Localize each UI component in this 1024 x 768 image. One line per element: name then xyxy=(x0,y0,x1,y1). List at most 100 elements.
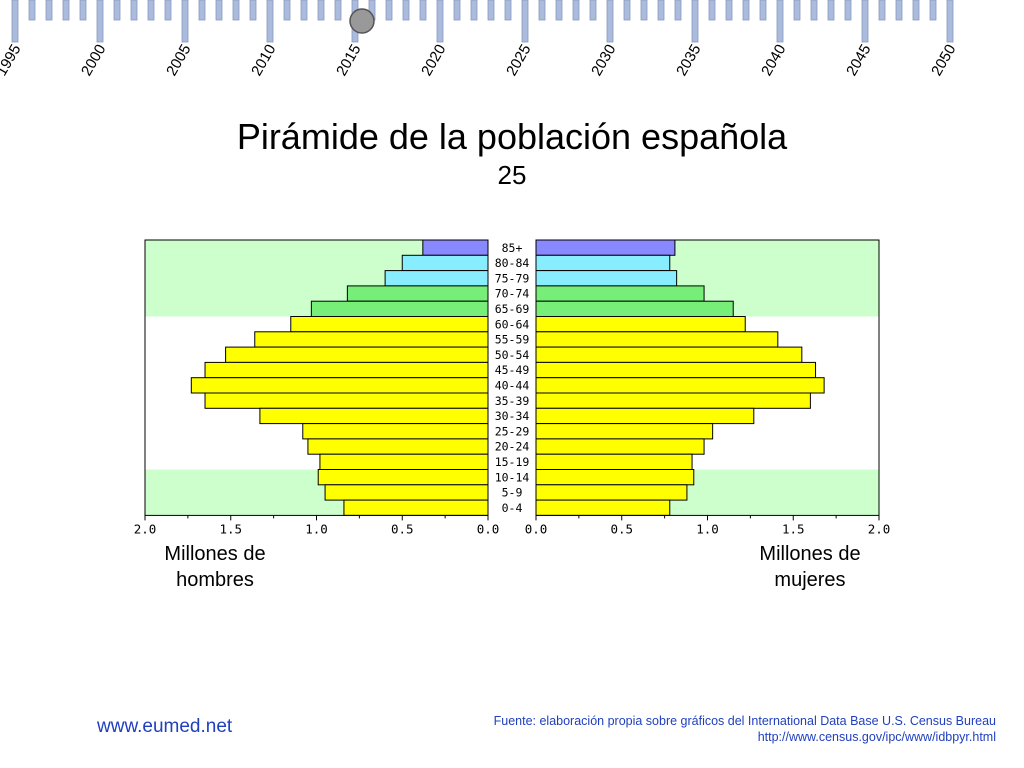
timeline-minor-tick xyxy=(674,0,682,21)
age-group-label: 30-34 xyxy=(495,409,530,423)
age-group-label: 50-54 xyxy=(495,348,530,362)
timeline-year-label[interactable]: 2025 xyxy=(503,42,534,79)
timeline-year-label[interactable]: 1995 xyxy=(0,42,24,79)
age-group-label: 70-74 xyxy=(495,287,530,301)
x-tick-label-men: 1.5 xyxy=(219,521,242,536)
timeline-minor-tick xyxy=(402,0,410,21)
bar-men-30-34 xyxy=(259,407,489,425)
timeline-year-label[interactable]: 2005 xyxy=(163,42,194,79)
timeline-minor-tick xyxy=(742,0,750,21)
timeline-minor-tick xyxy=(28,0,36,21)
bar-women-40-44 xyxy=(535,377,825,394)
bar-men-85+ xyxy=(422,239,489,256)
timeline-minor-tick xyxy=(555,0,563,21)
timeline-minor-tick xyxy=(623,0,631,21)
bar-men-75-79 xyxy=(384,270,489,287)
timeline-minor-tick xyxy=(147,0,155,21)
x-tick-label-women: 1.5 xyxy=(782,521,805,536)
bar-women-20-24 xyxy=(535,438,705,455)
x-tick-label-women: 0.0 xyxy=(525,521,548,536)
timeline-minor-tick xyxy=(708,0,716,21)
bar-women-60-64 xyxy=(535,316,746,333)
age-group-label: 85+ xyxy=(502,241,523,255)
timeline-year-label[interactable]: 2040 xyxy=(758,42,789,79)
age-group-label: 75-79 xyxy=(495,271,530,285)
timeline-minor-tick xyxy=(912,0,920,21)
source-url[interactable]: http://www.census.gov/ipc/www/idbpyr.htm… xyxy=(757,730,996,744)
age-group-label: 5-9 xyxy=(502,486,523,500)
timeline-major-tick xyxy=(181,0,189,43)
bar-women-25-29 xyxy=(535,423,714,440)
timeline-minor-tick xyxy=(164,0,172,21)
source-line-1: Fuente: elaboración propia sobre gráfico… xyxy=(493,714,996,728)
timeline-major-tick xyxy=(11,0,19,43)
source-note: Fuente: elaboración propia sobre gráfico… xyxy=(494,713,996,745)
bar-men-25-29 xyxy=(302,423,489,440)
timeline-minor-tick xyxy=(283,0,291,21)
timeline-year-label[interactable]: 2045 xyxy=(843,42,874,79)
bar-women-70-74 xyxy=(535,285,705,302)
timeline-minor-tick xyxy=(249,0,257,21)
x-tick-label-men: 0.5 xyxy=(391,521,414,536)
timeline-year-label[interactable]: 2050 xyxy=(928,42,959,79)
bar-women-55-59 xyxy=(535,331,779,348)
bar-women-50-54 xyxy=(535,346,803,363)
timeline-year-label[interactable]: 2010 xyxy=(248,42,279,79)
age-group-label: 25-29 xyxy=(495,424,530,438)
age-group-label: 0-4 xyxy=(502,501,523,515)
timeline-year-label[interactable]: 2020 xyxy=(418,42,449,79)
bar-women-5-9 xyxy=(535,484,688,501)
timeline-year-label[interactable]: 2035 xyxy=(673,42,704,79)
bar-men-40-44 xyxy=(190,377,489,394)
timeline-minor-tick xyxy=(215,0,223,21)
timeline-minor-tick xyxy=(385,0,393,21)
bar-men-35-39 xyxy=(204,392,489,409)
timeline-year-label[interactable]: 2015 xyxy=(333,42,364,79)
timeline-minor-tick xyxy=(589,0,597,21)
age-group-label: 55-59 xyxy=(495,333,530,347)
bar-men-10-14 xyxy=(317,469,489,486)
timeline-minor-tick xyxy=(844,0,852,21)
timeline-slider-handle[interactable] xyxy=(349,8,375,34)
bar-men-20-24 xyxy=(307,438,489,455)
x-tick-label-men: 0.0 xyxy=(477,521,500,536)
timeline-minor-tick xyxy=(538,0,546,21)
bar-women-85+ xyxy=(535,239,676,256)
year-timeline[interactable]: 1995 2000 2005 2010 2015 2020 2025 2030 2035 2040… xyxy=(0,0,1024,100)
timeline-minor-tick xyxy=(470,0,478,21)
bar-women-0-4 xyxy=(535,499,671,516)
timeline-minor-tick xyxy=(504,0,512,21)
bar-men-70-74 xyxy=(346,285,489,302)
timeline-year-label[interactable]: 2030 xyxy=(588,42,619,79)
site-link[interactable]: www.eumed.net xyxy=(97,716,233,737)
timeline-minor-tick xyxy=(487,0,495,21)
timeline-minor-tick xyxy=(895,0,903,21)
timeline-major-tick xyxy=(266,0,274,43)
timeline-minor-tick xyxy=(317,0,325,21)
timeline-minor-tick xyxy=(878,0,886,21)
bar-men-15-19 xyxy=(319,453,489,470)
bar-men-65-69 xyxy=(310,300,489,317)
x-tick-label-women: 0.5 xyxy=(610,521,633,536)
bar-men-60-64 xyxy=(290,316,489,333)
timeline-minor-tick xyxy=(657,0,665,21)
timeline-year-label[interactable]: 2000 xyxy=(78,42,109,79)
x-tick-label-men: 2.0 xyxy=(134,521,157,536)
timeline-minor-tick xyxy=(929,0,937,21)
timeline-major-tick xyxy=(521,0,529,43)
age-group-label: 15-19 xyxy=(495,455,530,469)
age-group-label: 40-44 xyxy=(495,379,530,393)
timeline-major-tick xyxy=(776,0,784,43)
x-tick-label-women: 1.0 xyxy=(696,521,719,536)
timeline-major-tick xyxy=(606,0,614,43)
bar-women-15-19 xyxy=(535,453,693,470)
bar-women-45-49 xyxy=(535,361,817,379)
timeline-minor-tick xyxy=(45,0,53,21)
bar-men-80-84 xyxy=(401,254,489,272)
timeline-minor-tick xyxy=(419,0,427,21)
timeline-minor-tick xyxy=(130,0,138,21)
bar-women-80-84 xyxy=(535,254,671,272)
x-axis-label-men: Millones de hombres xyxy=(164,543,266,591)
bar-men-55-59 xyxy=(254,331,489,348)
timeline-minor-tick xyxy=(453,0,461,21)
